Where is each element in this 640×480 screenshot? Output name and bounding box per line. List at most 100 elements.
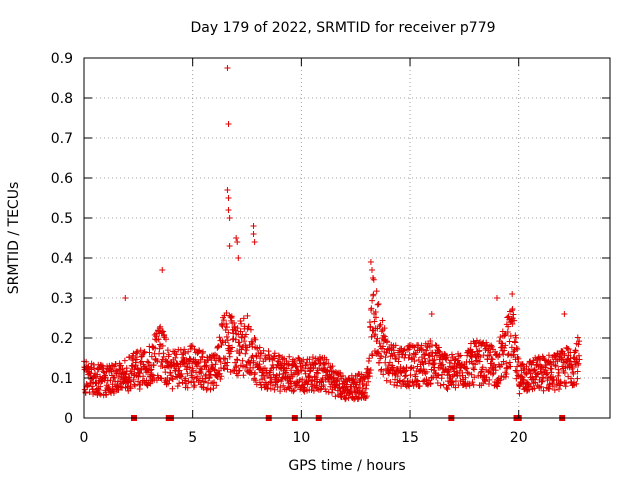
data-point [435,344,442,351]
data-point [309,354,316,361]
data-point [225,207,232,213]
data-point [465,370,472,377]
data-point [313,382,320,389]
data-point [224,359,231,366]
data-point [573,380,580,387]
data-point [432,342,439,349]
data-point [239,357,246,364]
data-point [464,369,471,376]
data-point [274,378,281,385]
data-point [159,267,166,273]
data-point [117,383,124,390]
data-point [400,347,407,354]
data-point [333,377,340,384]
data-point [497,334,504,341]
data-point [527,358,534,365]
data-point [368,267,375,273]
data-point [435,372,442,379]
data-point [194,373,201,380]
data-point [212,361,219,368]
data-point [117,362,124,369]
data-point [250,223,257,229]
data-point [140,373,147,380]
data-point [223,320,230,327]
data-point [97,383,104,390]
data-point [503,360,510,367]
data-point [144,358,151,365]
data-point [424,381,431,388]
data-point [443,352,450,359]
y-tick-labels: 0 0.1 0.2 0.3 0.4 0.5 0.6 0.7 0.8 0.9 [51,51,73,427]
data-point [416,383,423,390]
data-point [574,375,581,382]
data-point [440,381,447,388]
data-point [224,65,231,71]
data-point [538,378,545,385]
data-point [574,368,581,375]
data-point [236,339,243,346]
data-point [553,381,560,388]
data-point [513,344,520,351]
data-point [256,361,263,368]
data-point [477,354,484,361]
data-point [217,358,224,365]
data-point [103,391,110,398]
data-point [188,379,195,386]
y-tick-label: 0.7 [51,131,73,147]
y-tick-label: 0.5 [51,211,73,227]
data-point [216,334,223,341]
data-point [531,366,538,373]
data-point [131,382,138,389]
data-point [160,353,167,360]
data-point [87,380,94,387]
data-point [247,326,254,333]
data-point [280,382,287,389]
data-point [252,336,259,343]
data-point [549,373,556,380]
data-point [171,348,178,355]
data-point [234,325,241,332]
data-point [135,378,142,385]
data-point [306,368,313,375]
y-tick-label: 0.8 [51,91,73,107]
data-point [496,351,503,358]
data-point [493,295,500,301]
x-tick-label: 5 [188,430,197,446]
data-point [420,351,427,358]
x-tick-label: 10 [292,430,310,446]
data-point [329,363,336,370]
data-point [150,362,157,369]
data-point [523,363,530,370]
data-point [277,384,284,391]
data-point [406,383,413,390]
data-point [423,376,430,383]
data-point [322,385,329,392]
data-point [147,367,154,374]
data-point [121,357,128,364]
data-point [552,362,559,369]
data-point [162,336,169,343]
data-point [90,374,97,381]
data-point [379,317,386,324]
data-point [496,377,503,384]
data-point [173,351,180,358]
data-point [519,361,526,368]
data-point [163,358,170,365]
data-point [530,357,537,364]
data-point [376,340,383,347]
data-point [503,371,510,378]
data-point [555,366,562,373]
data-point [178,373,185,380]
data-point [509,315,516,322]
data-point [514,363,521,370]
data-point [374,335,381,342]
data-point [378,366,385,373]
data-points [81,65,583,403]
data-point [350,376,357,383]
data-point [390,347,397,354]
y-tick-label: 0.4 [51,251,73,267]
data-point [224,366,231,373]
x-tick-label: 0 [80,430,89,446]
data-point [555,386,562,393]
data-point [575,360,582,367]
